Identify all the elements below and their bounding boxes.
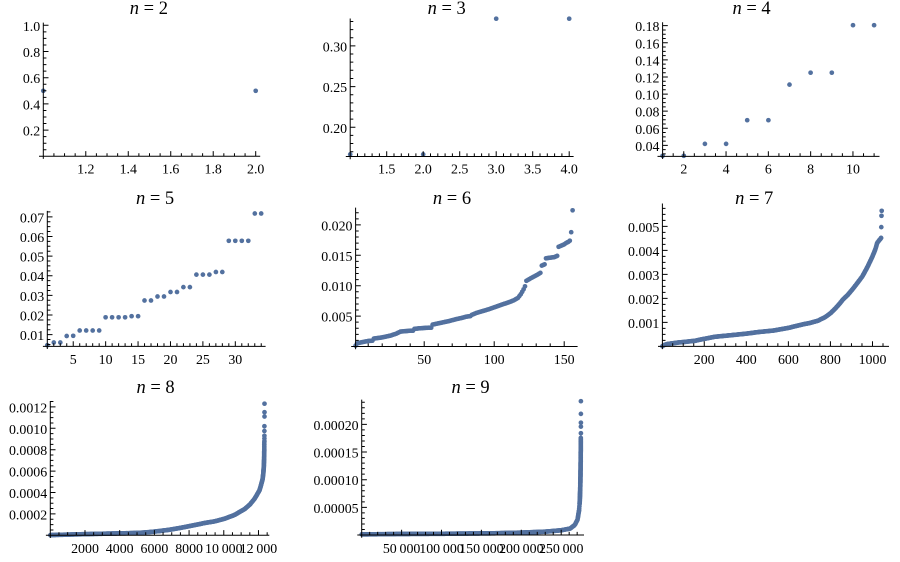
svg-text:0.20: 0.20 — [323, 122, 347, 137]
svg-text:0.06: 0.06 — [635, 123, 659, 138]
svg-text:0.04: 0.04 — [635, 140, 659, 155]
svg-text:400: 400 — [736, 353, 757, 368]
svg-text:15: 15 — [131, 353, 145, 368]
svg-text:10: 10 — [846, 162, 860, 177]
svg-text:0.002: 0.002 — [628, 293, 659, 308]
svg-text:6: 6 — [765, 162, 772, 177]
svg-text:1.8: 1.8 — [205, 162, 222, 177]
svg-text:0.010: 0.010 — [321, 280, 352, 295]
svg-text:0.0008: 0.0008 — [9, 444, 47, 459]
svg-text:0.06: 0.06 — [20, 231, 44, 246]
svg-text:0.6: 0.6 — [23, 72, 40, 87]
svg-text:n = 2: n = 2 — [130, 0, 168, 19]
svg-text:0.18: 0.18 — [635, 20, 659, 35]
svg-text:0.8: 0.8 — [23, 46, 40, 61]
svg-text:0.10: 0.10 — [635, 89, 659, 104]
svg-text:3.0: 3.0 — [488, 162, 505, 177]
svg-text:800: 800 — [820, 353, 841, 368]
svg-text:8: 8 — [807, 162, 814, 177]
svg-text:1.4: 1.4 — [120, 162, 137, 177]
svg-text:0.003: 0.003 — [628, 269, 659, 284]
svg-text:200 000: 200 000 — [499, 542, 544, 557]
svg-text:0.08: 0.08 — [635, 106, 659, 121]
svg-text:25: 25 — [196, 353, 210, 368]
svg-text:10: 10 — [99, 353, 113, 368]
svg-text:30: 30 — [228, 353, 242, 368]
svg-text:0.4: 0.4 — [23, 98, 40, 113]
svg-text:0.005: 0.005 — [321, 311, 352, 326]
svg-text:100 000: 100 000 — [419, 542, 464, 557]
svg-text:n = 8: n = 8 — [137, 378, 175, 398]
svg-text:1000: 1000 — [859, 353, 887, 368]
svg-text:0.015: 0.015 — [321, 250, 352, 265]
svg-text:0.0004: 0.0004 — [9, 487, 47, 502]
svg-text:1.5: 1.5 — [378, 162, 395, 177]
svg-text:200: 200 — [694, 353, 715, 368]
svg-text:0.0010: 0.0010 — [9, 423, 47, 438]
svg-text:0.00015: 0.00015 — [313, 447, 358, 462]
svg-text:0.2: 0.2 — [23, 125, 40, 140]
svg-text:4000: 4000 — [106, 542, 134, 557]
svg-text:150: 150 — [554, 353, 575, 368]
svg-text:0.005: 0.005 — [628, 221, 659, 236]
svg-text:2.0: 2.0 — [247, 162, 264, 177]
svg-text:4: 4 — [723, 162, 730, 177]
svg-text:1.2: 1.2 — [77, 162, 94, 177]
svg-text:50: 50 — [417, 353, 431, 368]
svg-text:12 000: 12 000 — [240, 542, 278, 557]
svg-text:2000: 2000 — [71, 542, 99, 557]
svg-text:1.6: 1.6 — [162, 162, 179, 177]
svg-text:n = 3: n = 3 — [428, 0, 466, 19]
svg-text:50 000: 50 000 — [383, 542, 421, 557]
svg-text:150 000: 150 000 — [459, 542, 504, 557]
svg-text:0.00005: 0.00005 — [313, 502, 358, 517]
svg-text:3.5: 3.5 — [524, 162, 541, 177]
svg-text:100: 100 — [484, 353, 505, 368]
svg-text:0.30: 0.30 — [323, 40, 347, 55]
svg-text:600: 600 — [778, 353, 799, 368]
svg-text:0.004: 0.004 — [628, 245, 659, 260]
svg-text:0.02: 0.02 — [20, 310, 44, 325]
svg-text:8000: 8000 — [175, 542, 203, 557]
svg-text:n = 7: n = 7 — [735, 189, 773, 209]
svg-text:2.5: 2.5 — [451, 162, 468, 177]
svg-text:0.03: 0.03 — [20, 290, 44, 305]
svg-text:0.0002: 0.0002 — [9, 508, 47, 523]
svg-text:20: 20 — [164, 353, 178, 368]
svg-text:2: 2 — [680, 162, 687, 177]
svg-text:250 000: 250 000 — [539, 542, 584, 557]
svg-text:10 000: 10 000 — [205, 542, 243, 557]
svg-text:0.07: 0.07 — [20, 211, 44, 226]
svg-text:0.0012: 0.0012 — [9, 401, 47, 416]
svg-text:4.0: 4.0 — [561, 162, 578, 177]
svg-text:0.25: 0.25 — [323, 81, 347, 96]
svg-text:0.14: 0.14 — [635, 54, 659, 69]
svg-text:n = 4: n = 4 — [733, 0, 771, 19]
svg-text:n = 5: n = 5 — [136, 189, 174, 209]
svg-text:0.00020: 0.00020 — [313, 419, 358, 434]
svg-text:n = 6: n = 6 — [433, 189, 471, 209]
svg-text:0.0006: 0.0006 — [9, 466, 47, 481]
svg-text:0.16: 0.16 — [635, 37, 659, 52]
svg-text:0.04: 0.04 — [20, 270, 44, 285]
svg-text:6000: 6000 — [141, 542, 169, 557]
svg-text:0.12: 0.12 — [635, 72, 659, 87]
svg-text:0.01: 0.01 — [20, 329, 44, 344]
svg-text:5: 5 — [70, 353, 77, 368]
svg-text:0.001: 0.001 — [628, 317, 659, 332]
svg-text:0.020: 0.020 — [321, 219, 352, 234]
svg-text:0.00010: 0.00010 — [313, 474, 358, 489]
svg-text:2.0: 2.0 — [415, 162, 432, 177]
svg-text:n = 9: n = 9 — [452, 378, 490, 398]
svg-text:0.05: 0.05 — [20, 251, 44, 266]
svg-text:1.0: 1.0 — [23, 20, 40, 35]
